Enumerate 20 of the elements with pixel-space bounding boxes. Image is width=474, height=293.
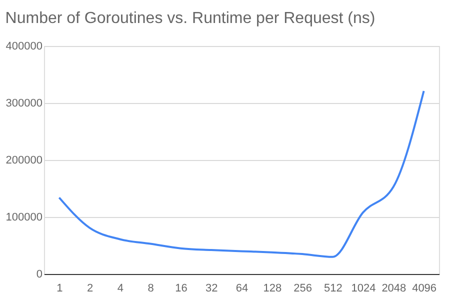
y-tick-label: 0 [36, 268, 42, 280]
x-tick-label: 4 [117, 282, 124, 293]
x-tick-label: 1024 [351, 282, 376, 293]
y-tick-label: 100000 [6, 212, 42, 224]
x-tick-label: 32 [205, 282, 218, 293]
x-tick-label: 2048 [382, 282, 406, 293]
y-tick-label: 300000 [6, 98, 42, 110]
x-tick-label: 16 [175, 282, 188, 293]
x-tick-label: 64 [236, 282, 248, 293]
x-tick-label: 2 [87, 282, 94, 293]
x-tick-label: 8 [148, 282, 154, 293]
chart-title: Number of Goroutines vs. Runtime per Request (ns) [5, 10, 376, 27]
y-tick-label: 400000 [6, 40, 42, 52]
x-tick-label: 256 [294, 282, 312, 293]
line-series [58, 90, 425, 258]
x-tick-label: 1 [56, 282, 63, 293]
x-tick-label: 128 [263, 282, 282, 293]
y-tick-label: 200000 [6, 154, 42, 166]
x-tick-label: 512 [324, 282, 342, 293]
x-tick-label: 4096 [412, 282, 437, 293]
